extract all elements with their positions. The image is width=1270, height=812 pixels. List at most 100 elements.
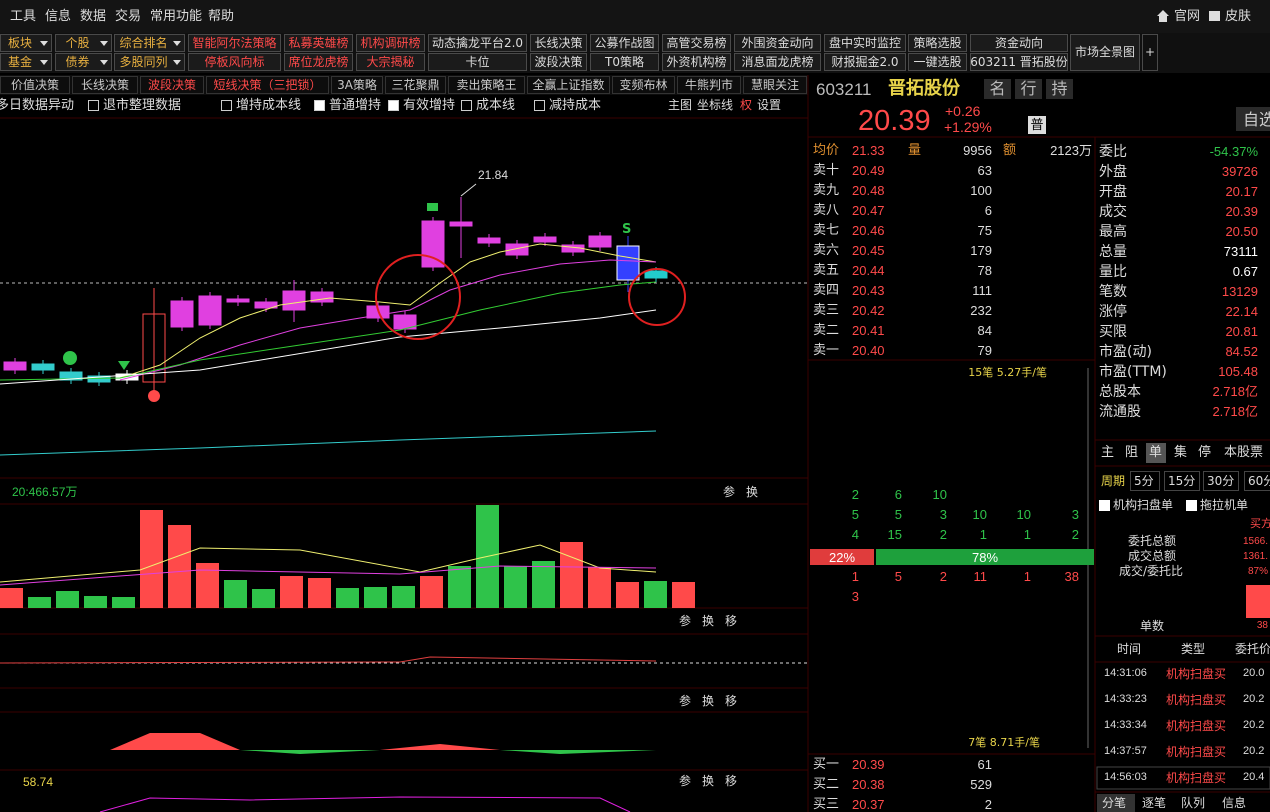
dropdown-arrow[interactable] — [100, 41, 108, 46]
panel-button[interactable]: 参 — [679, 774, 692, 788]
toolbar-button-frame[interactable] — [55, 53, 112, 71]
period-frame[interactable] — [1244, 471, 1270, 491]
panorama-frame[interactable] — [1070, 34, 1140, 71]
toolbar-button-frame[interactable] — [0, 53, 52, 71]
toolbar-button-frame[interactable] — [970, 53, 1068, 71]
toolbar-button-frame[interactable] — [0, 34, 52, 52]
tag-frame[interactable] — [1015, 79, 1042, 99]
menu-item[interactable]: 工具 — [10, 9, 37, 24]
order-tab[interactable]: 停 — [1198, 445, 1212, 460]
toolbar-button[interactable]: 席位龙虎榜 — [288, 55, 349, 69]
watch-frame[interactable] — [1236, 107, 1270, 131]
toolbar-button-frame[interactable] — [590, 53, 659, 71]
check-label[interactable]: 退市整理数据 — [103, 98, 182, 113]
tab-frame[interactable] — [385, 76, 446, 94]
dropdown-arrow[interactable] — [173, 60, 181, 65]
tab-frame[interactable] — [140, 76, 204, 94]
toolbar-button-frame[interactable] — [356, 53, 425, 71]
toolbar-button[interactable]: 长线决策 — [534, 36, 583, 50]
chart-control[interactable]: 主图 — [668, 98, 693, 112]
filter-label[interactable]: 机构扫盘单 — [1113, 498, 1174, 512]
toolbar-button[interactable]: 一键选股 — [913, 55, 962, 69]
period-button[interactable]: 30分 — [1207, 474, 1235, 488]
panel-button[interactable]: 换 — [702, 614, 715, 628]
watch-button[interactable]: 自选 — [1243, 110, 1270, 129]
period-frame[interactable] — [1164, 471, 1200, 491]
order-tab[interactable]: 本股票 — [1224, 445, 1264, 460]
dropdown-arrow[interactable] — [40, 41, 48, 46]
check-label[interactable]: 普通增持 — [329, 98, 382, 113]
toolbar-button-frame[interactable] — [734, 53, 821, 71]
toolbar-button[interactable]: 公募作战图 — [594, 36, 655, 50]
tab-frame[interactable] — [527, 76, 610, 94]
dropdown-arrow[interactable] — [40, 60, 48, 65]
chart-control[interactable]: 权 — [740, 98, 753, 112]
tab-frame[interactable] — [72, 76, 138, 94]
toolbar-button[interactable]: 卡位 — [465, 55, 490, 69]
order-tab[interactable]: 单 — [1149, 445, 1163, 460]
period-button[interactable]: 15分 — [1168, 474, 1196, 488]
check-label[interactable]: 成本线 — [476, 98, 516, 113]
toolbar-button[interactable]: T0策略 — [605, 55, 644, 69]
toolbar-button-frame[interactable] — [114, 34, 185, 52]
menu-item[interactable]: 常用功能 — [150, 9, 203, 24]
strategy-tab[interactable]: 变频布林 — [619, 78, 668, 92]
check-label[interactable]: 减持成本 — [549, 98, 602, 113]
period-button[interactable]: 5分 — [1134, 474, 1154, 488]
dropdown-arrow[interactable] — [100, 60, 108, 65]
chart-control[interactable]: 坐标线 — [697, 98, 734, 112]
tab-frame[interactable] — [677, 76, 741, 94]
order-tab[interactable]: 集 — [1174, 445, 1188, 460]
tab-frame[interactable] — [0, 76, 70, 94]
toolbar-button-frame[interactable] — [356, 34, 425, 52]
menu-item[interactable]: 信息 — [45, 9, 72, 24]
order-tab[interactable]: 主 — [1101, 445, 1115, 460]
checkbox[interactable] — [314, 100, 325, 111]
tab-frame[interactable] — [448, 76, 525, 94]
toolbar-button[interactable]: 机构调研榜 — [360, 36, 421, 50]
toolbar-button-frame[interactable] — [824, 53, 906, 71]
top-link[interactable]: 皮肤 — [1225, 9, 1252, 24]
toolbar-button[interactable]: 私募英雄榜 — [288, 36, 349, 50]
menu-item[interactable]: 交易 — [115, 9, 142, 24]
order-tab[interactable]: 阻 — [1125, 445, 1139, 460]
bottom-tab[interactable]: 分笔 — [1102, 796, 1127, 810]
panel-button[interactable]: 参 — [723, 485, 736, 499]
period-frame[interactable] — [1130, 471, 1160, 491]
tag-frame[interactable] — [1046, 79, 1073, 99]
strategy-tab[interactable]: 卖出策略王 — [456, 78, 517, 92]
checkbox[interactable] — [1186, 500, 1197, 511]
toolbar-button-frame[interactable] — [530, 53, 587, 71]
toolbar-button[interactable]: 智能阿尔法策略 — [192, 36, 277, 50]
toolbar-button-frame[interactable] — [908, 53, 967, 71]
toolbar-button-frame[interactable] — [428, 53, 527, 71]
tab-frame[interactable] — [331, 76, 383, 94]
toolbar-button-frame[interactable] — [662, 34, 731, 52]
strategy-tab[interactable]: 全赢上证指数 — [532, 78, 605, 92]
toolbar-button-frame[interactable] — [284, 53, 353, 71]
toolbar-button-frame[interactable] — [55, 34, 112, 52]
tag-frame[interactable] — [984, 79, 1011, 99]
add-tab-button[interactable]: + — [1144, 45, 1156, 59]
panel-button[interactable]: 换 — [746, 485, 759, 499]
toolbar-button[interactable]: 动态擒龙平台2.0 — [431, 36, 524, 50]
strategy-tab[interactable]: 长线决策 — [80, 78, 129, 92]
checkbox[interactable] — [221, 100, 232, 111]
checkbox[interactable] — [1099, 500, 1110, 511]
panorama-button[interactable]: 市场全景图 — [1074, 45, 1135, 59]
bottom-tab[interactable]: 队列 — [1181, 796, 1206, 810]
toolbar-button[interactable]: 个股 — [65, 36, 90, 50]
toolbar-button[interactable]: 消息面龙虎榜 — [741, 55, 814, 69]
toolbar-button-frame[interactable] — [114, 53, 185, 71]
panel-button[interactable]: 移 — [725, 774, 738, 788]
toolbar-button[interactable]: 外资机构榜 — [666, 55, 727, 69]
toolbar-button[interactable]: 大宗揭秘 — [366, 55, 415, 69]
top-link[interactable]: 官网 — [1174, 9, 1201, 24]
toolbar-button[interactable]: 波段决策 — [534, 55, 583, 69]
check-label[interactable]: 有效增持 — [403, 98, 456, 113]
strategy-tab[interactable]: 短线决策（三把锁） — [213, 78, 322, 92]
tab-active[interactable] — [1097, 794, 1135, 812]
panel-button[interactable]: 换 — [702, 694, 715, 708]
tab-frame[interactable] — [612, 76, 675, 94]
tab-frame[interactable] — [206, 76, 329, 94]
